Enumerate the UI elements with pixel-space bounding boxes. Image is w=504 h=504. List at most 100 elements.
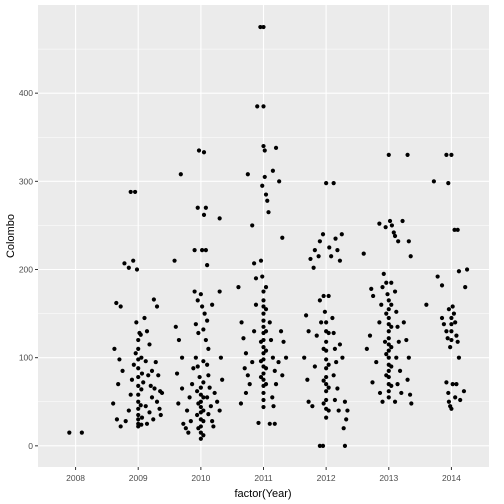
data-point [188,419,193,424]
data-point [305,377,310,382]
data-point [330,315,335,321]
data-point [449,152,454,157]
data-point [258,24,263,30]
data-point [384,373,389,378]
data-point [324,357,329,362]
data-point [276,359,281,365]
x-tick-label: 2011 [254,473,273,483]
data-point [154,399,160,404]
data-point [271,404,276,409]
data-point [136,366,141,371]
data-point [117,357,122,362]
data-point [386,336,391,341]
data-point [79,430,84,435]
data-point [192,248,197,253]
data-point [137,330,142,336]
data-point [245,172,250,177]
data-point [331,180,336,186]
data-point [333,236,338,241]
data-point [201,327,206,332]
data-point [253,302,259,307]
data-point [324,180,329,186]
data-point [156,373,161,378]
data-point [335,248,340,253]
data-point [139,355,144,360]
data-point [453,320,458,325]
data-point [174,371,180,376]
data-point [217,408,222,413]
data-point [133,351,138,356]
data-point [239,320,244,325]
data-point [327,245,332,250]
data-point [195,389,200,394]
x-tick-label: 2013 [379,473,398,483]
data-point [201,212,207,217]
data-point [268,337,274,343]
data-point [143,359,148,364]
data-point [198,385,203,390]
data-point [187,395,192,400]
data-point [123,419,128,424]
data-point [445,336,450,341]
y-tick-label: 100 [19,353,33,363]
data-point [217,216,222,221]
data-point [450,304,455,309]
data-point [277,179,282,184]
data-point [238,401,244,406]
data-point [464,267,470,272]
data-point [456,269,462,274]
data-point [386,329,391,334]
data-point [370,380,375,385]
data-point [326,385,331,390]
data-point [381,271,386,277]
data-point [450,382,455,387]
data-point [342,443,348,448]
data-point [136,346,141,351]
data-point [261,143,266,149]
data-point [201,433,206,438]
data-point [444,380,449,385]
data-point [377,390,383,396]
data-point [446,390,451,396]
data-point [136,374,141,380]
data-point [196,330,201,336]
data-point [139,371,145,376]
data-point [324,366,329,371]
data-point [136,337,141,343]
data-point [396,239,401,244]
data-point [261,351,266,356]
data-point [278,329,284,334]
data-point [317,298,322,303]
data-point [265,198,270,203]
data-point [201,359,206,364]
data-point [134,267,140,272]
data-point [181,421,186,426]
data-point [153,359,158,365]
data-point [387,218,393,224]
x-axis-title: factor(Year) [234,488,291,500]
data-point [454,382,459,387]
data-point [118,424,123,429]
data-point [201,380,206,385]
data-point [384,280,389,285]
data-point [316,254,321,259]
data-point [386,389,391,394]
data-point [455,227,460,232]
data-point [281,339,286,344]
data-point [302,355,307,360]
data-point [444,152,449,157]
data-point [273,145,279,150]
data-point [149,395,155,400]
data-point [261,377,266,382]
data-point [456,355,462,360]
data-point [312,248,317,253]
data-point [245,373,250,378]
data-point [139,387,144,392]
data-point [326,293,331,299]
data-point [329,254,334,259]
data-point [392,289,398,294]
data-point [401,320,406,325]
data-point [152,386,157,391]
data-point [380,285,385,290]
data-point [379,302,384,307]
